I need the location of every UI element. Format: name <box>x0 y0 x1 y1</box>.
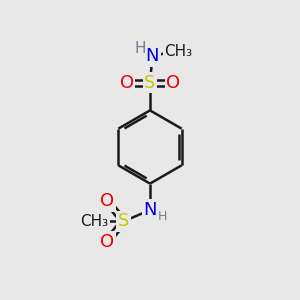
Text: H: H <box>158 209 167 223</box>
Text: CH₃: CH₃ <box>80 214 108 229</box>
Text: O: O <box>100 192 114 210</box>
Text: S: S <box>118 212 129 230</box>
Text: O: O <box>166 74 181 92</box>
Text: S: S <box>144 74 156 92</box>
Text: H: H <box>134 40 146 56</box>
Text: N: N <box>143 201 157 219</box>
Text: CH₃: CH₃ <box>164 44 193 59</box>
Text: N: N <box>146 47 159 65</box>
Text: O: O <box>119 74 134 92</box>
Text: O: O <box>100 233 114 251</box>
